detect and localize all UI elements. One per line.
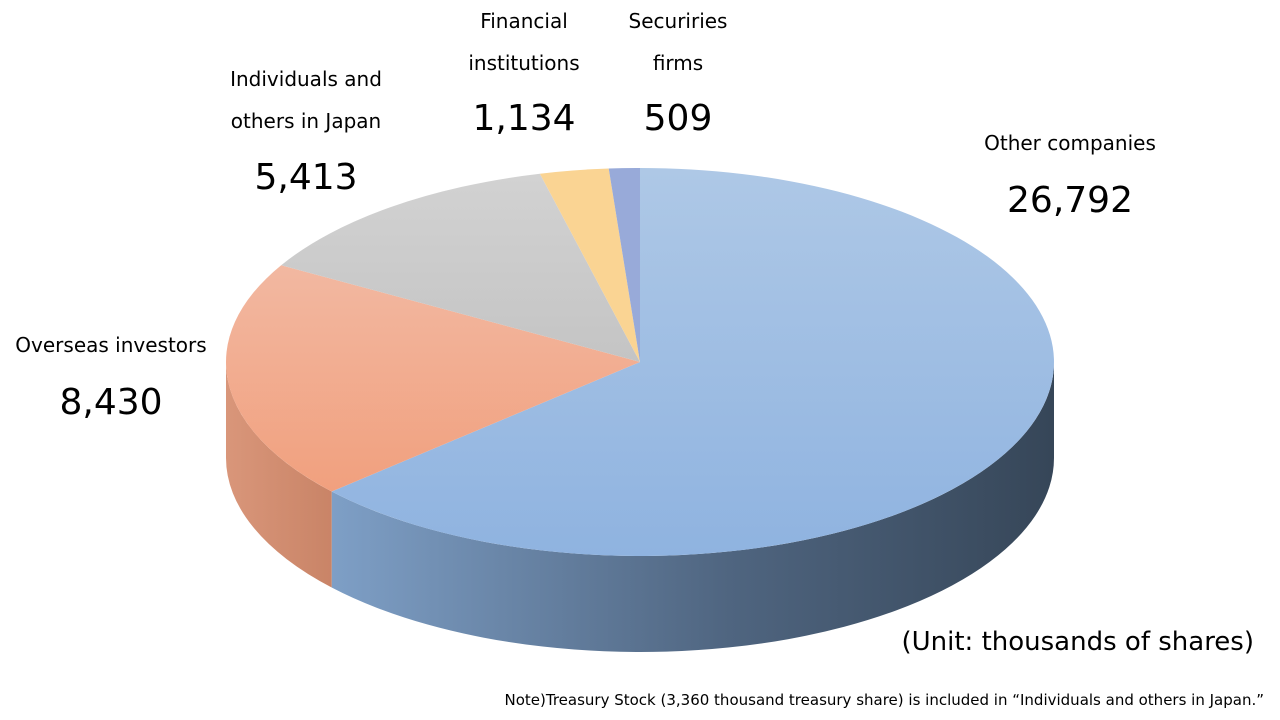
- pie-slice-securities-firms: [608, 167, 640, 362]
- slice-value-individuals: 5,413: [254, 157, 358, 198]
- pie-slice-individuals: [281, 173, 640, 362]
- slice-value-securities-firms: 509: [643, 98, 713, 139]
- pie-slice-overseas-investors: [225, 265, 641, 492]
- pie-slice-financial-institutions: [539, 168, 640, 362]
- pie-slice-other-companies: [331, 168, 1054, 557]
- slice-value-financial-institutions: 1,134: [472, 98, 576, 139]
- slice-value-other-companies: 26,792: [1007, 180, 1133, 221]
- slice-label-overseas-investors: Overseas investors: [15, 333, 207, 357]
- pie-wall-overseas-investors: [225, 362, 332, 588]
- footnote: Note)Treasury Stock (3,360 thousand trea…: [504, 691, 1265, 709]
- pie-side-walls: [225, 362, 1054, 653]
- unit-note: (Unit: thousands of shares): [901, 627, 1254, 657]
- slice-value-overseas-investors: 8,430: [59, 382, 163, 423]
- pie-top-faces: [225, 167, 1054, 557]
- pie-wall-other-companies: [331, 362, 1054, 653]
- slice-label-securities-firms: Securiries firms: [628, 9, 728, 75]
- slice-label-individuals: Individuals and others in Japan: [230, 67, 382, 133]
- slice-label-financial-institutions: Financial institutions: [468, 9, 580, 75]
- slice-label-other-companies: Other companies: [984, 131, 1156, 155]
